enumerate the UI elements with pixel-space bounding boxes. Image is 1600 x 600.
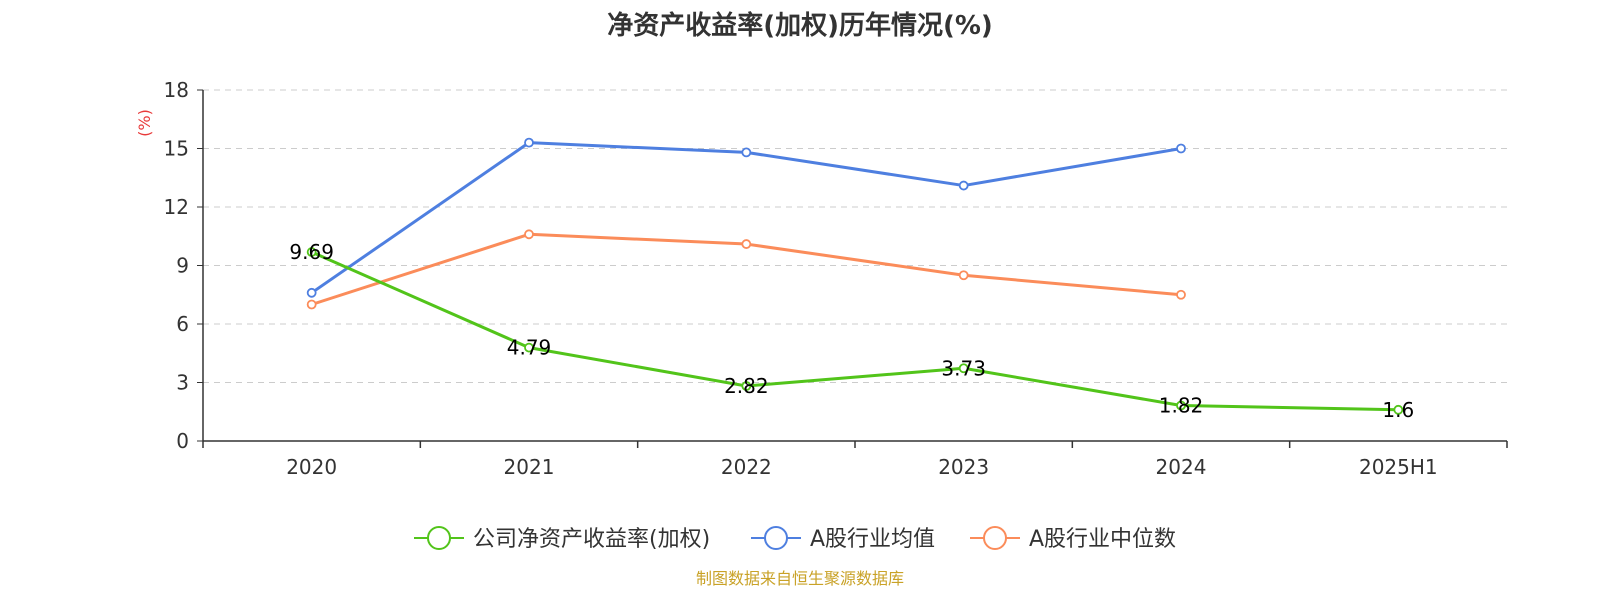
y-tick-label: 6: [176, 312, 189, 336]
data-label: 2.82: [724, 374, 769, 398]
data-label: 3.73: [941, 356, 986, 380]
data-point: [741, 147, 752, 158]
legend-item-0[interactable]: 公司净资产收益率(加权): [414, 526, 710, 552]
legend-label: A股行业中位数: [1029, 527, 1176, 552]
x-tick-label: 2022: [721, 455, 772, 479]
x-tick-label: 2021: [504, 455, 555, 479]
data-label: 9.69: [289, 240, 334, 264]
series-layer: [306, 137, 1404, 415]
axes: 0 3 6 9 12 15 18 2020 2021 2022 2023 2024 2025H1: [164, 78, 1508, 479]
x-tick-label: 2020: [286, 455, 337, 479]
series-2: [306, 229, 1186, 310]
x-tick-label: 2024: [1156, 455, 1207, 479]
data-point: [1176, 400, 1186, 411]
data-point: [306, 247, 317, 257]
data-point: [524, 229, 534, 240]
x-tick-label: 2025H1: [1359, 455, 1438, 479]
data-point: [306, 287, 317, 298]
data-label: 1.6: [1382, 398, 1414, 422]
data-label: 4.79: [507, 336, 552, 360]
data-point: [306, 299, 317, 310]
data-point: [741, 239, 752, 249]
series-line: [310, 141, 1182, 295]
legend-marker: [427, 526, 451, 550]
y-tick-label: 3: [176, 371, 189, 395]
legend: 公司净资产收益率(加权) A股行业均值 A股行业中位数: [414, 526, 1176, 552]
data-point: [1176, 289, 1186, 300]
data-point: [1393, 404, 1404, 415]
data-point: [524, 137, 534, 148]
y-tick-label: 15: [164, 137, 189, 161]
y-tick-label: 18: [164, 78, 189, 102]
data-point: [1176, 143, 1186, 154]
series-line: [311, 250, 1399, 412]
legend-item-1[interactable]: A股行业均值: [751, 526, 935, 552]
y-tick-label: 9: [176, 254, 189, 278]
data-point: [958, 363, 969, 374]
x-tick-label: 2023: [938, 455, 989, 479]
series-0: [306, 247, 1404, 415]
data-labels: 9.69 4.79 2.82 3.73 1.82 1.6: [289, 240, 1414, 422]
y-tick-label: 12: [164, 195, 189, 219]
data-label: 1.82: [1159, 394, 1204, 418]
legend-item-2[interactable]: A股行业中位数: [970, 526, 1176, 552]
legend-label: A股行业均值: [810, 527, 935, 552]
chart-title: 净资产收益率(加权)历年情况(%): [607, 10, 993, 41]
y-tick-label: 0: [176, 429, 189, 453]
legend-label: 公司净资产收益率(加权): [473, 527, 710, 552]
y-axis-label: (%): [135, 109, 154, 137]
series-1: [306, 137, 1186, 298]
data-point: [958, 180, 969, 191]
data-point: [524, 342, 534, 353]
source-note: 制图数据来自恒生聚源数据库: [696, 569, 904, 588]
data-point: [958, 270, 969, 281]
data-point: [741, 381, 752, 391]
legend-marker: [983, 526, 1007, 550]
grid-lines: [203, 89, 1507, 383]
legend-marker: [764, 526, 788, 550]
